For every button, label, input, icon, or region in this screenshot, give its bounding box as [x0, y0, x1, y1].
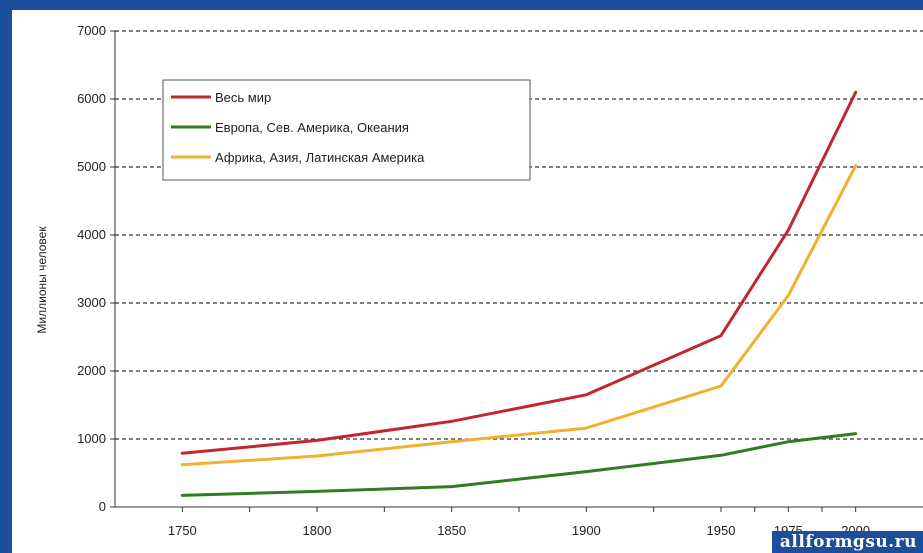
y-tick-label: 2000	[77, 363, 106, 378]
y-axis-label: Миллионы человек	[35, 226, 49, 334]
x-tick-label: 1900	[572, 523, 601, 538]
series-line-3	[180, 164, 858, 467]
y-tick-label: 7000	[77, 23, 106, 38]
series-lines	[180, 90, 858, 497]
x-tick-label: 1950	[707, 523, 736, 538]
line-chart: 0 1000 2000 3000 4000 5000 6000 7000 1750 1800 18…	[35, 23, 923, 538]
watermark: allformgsu.ru	[771, 531, 923, 553]
y-tick-label: 4000	[77, 227, 106, 242]
y-tick-label: 6000	[77, 91, 106, 106]
x-axis-ticks: 1750180018501900195019752000	[168, 523, 870, 538]
x-tick-label: 1750	[168, 523, 197, 538]
legend-label: Весь мир	[215, 90, 271, 105]
legend-box	[162, 79, 531, 181]
grid	[115, 30, 923, 440]
x-tick-label: 1800	[303, 523, 332, 538]
legend-label: Африка, Азия, Латинская Америка	[215, 150, 425, 165]
legend-label: Европа, Сев. Америка, Океания	[215, 120, 409, 135]
y-tick-label: 1000	[77, 431, 106, 446]
series-line-2	[180, 432, 858, 497]
legend: Весь мир Европа, Сев. Америка, Океания Афр…	[162, 79, 531, 181]
y-tick-label: 3000	[77, 295, 106, 310]
y-tick-label: 5000	[77, 159, 106, 174]
y-tick-label: 0	[99, 499, 106, 514]
axes	[110, 30, 923, 512]
y-axis-ticks: 0 1000 2000 3000 4000 5000 6000 7000	[77, 23, 106, 514]
series-line-1	[180, 90, 858, 455]
x-tick-label: 1850	[437, 523, 466, 538]
chart-frame: 0 1000 2000 3000 4000 5000 6000 7000 1750 1800 18…	[12, 10, 923, 553]
